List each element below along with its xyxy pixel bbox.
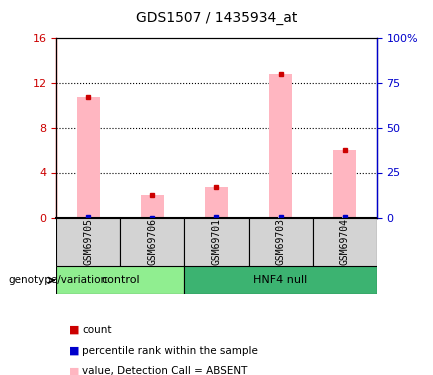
Text: count: count [82, 325, 112, 335]
FancyBboxPatch shape [249, 217, 313, 266]
Text: GSM69701: GSM69701 [211, 218, 222, 266]
Text: genotype/variation: genotype/variation [9, 275, 108, 285]
FancyBboxPatch shape [120, 217, 184, 266]
Text: GDS1507 / 1435934_at: GDS1507 / 1435934_at [136, 11, 297, 25]
Text: ■: ■ [69, 325, 80, 335]
Text: HNF4 null: HNF4 null [253, 275, 308, 285]
Text: ■: ■ [69, 346, 80, 355]
Bar [205, 187, 228, 218]
Bar [77, 97, 100, 218]
Bar [269, 74, 292, 217]
FancyBboxPatch shape [184, 217, 249, 266]
Text: GSM69706: GSM69706 [147, 218, 158, 266]
Text: GSM69704: GSM69704 [339, 218, 350, 266]
FancyBboxPatch shape [313, 217, 377, 266]
Bar [141, 195, 164, 217]
FancyBboxPatch shape [56, 217, 120, 266]
Text: GSM69705: GSM69705 [83, 218, 94, 266]
Text: control: control [101, 275, 140, 285]
Text: ■: ■ [69, 366, 80, 375]
Bar [333, 150, 356, 217]
FancyBboxPatch shape [56, 266, 184, 294]
Text: GSM69703: GSM69703 [275, 218, 286, 266]
Text: value, Detection Call = ABSENT: value, Detection Call = ABSENT [82, 366, 248, 375]
Text: percentile rank within the sample: percentile rank within the sample [82, 346, 258, 355]
FancyBboxPatch shape [184, 266, 377, 294]
